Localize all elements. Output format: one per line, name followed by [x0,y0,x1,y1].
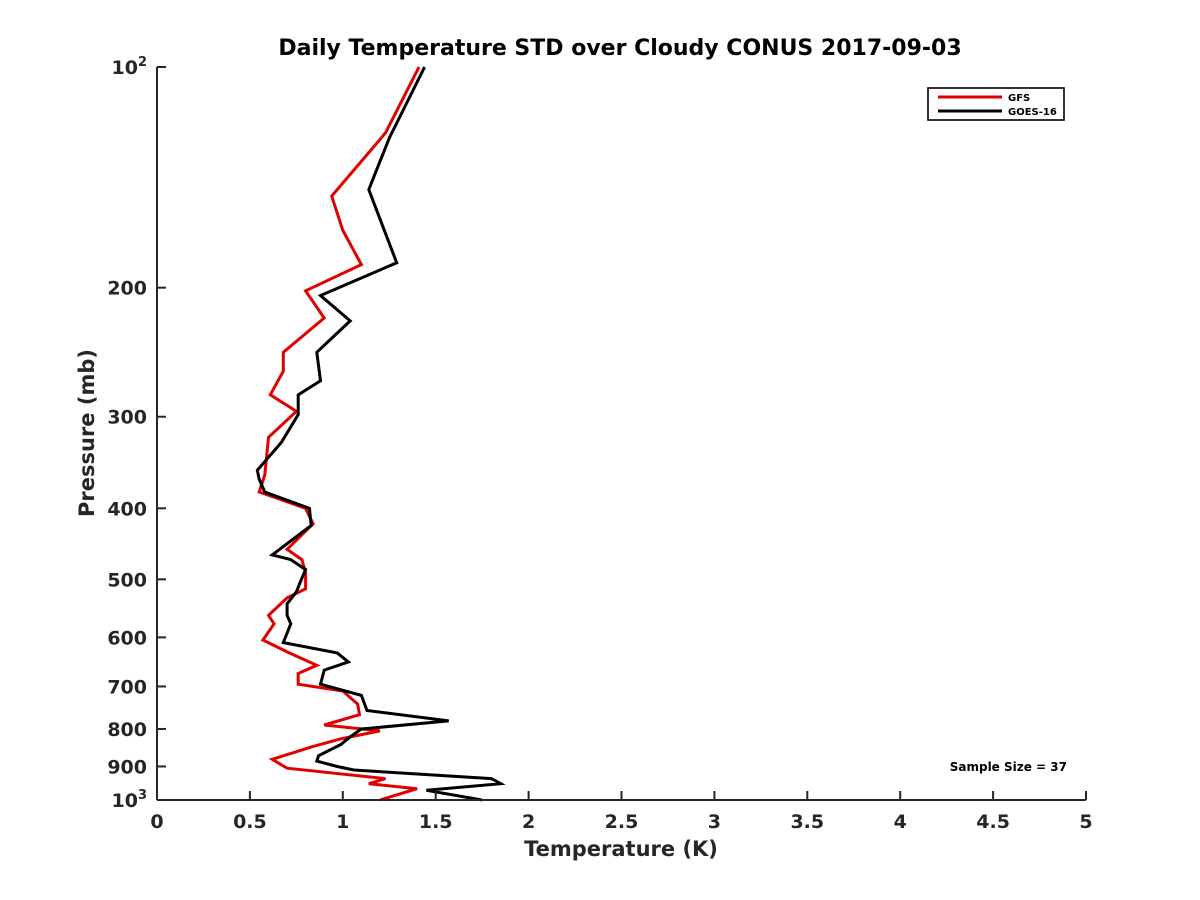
x-tick-label: 1.5 [419,811,453,833]
x-tick-label: 4 [894,811,907,833]
y-tick-label: 900 [107,756,147,778]
y-tick-label: 200 [107,278,147,300]
y-tick-label: 500 [107,569,147,591]
y-tick-label: 103 [112,788,148,812]
x-tick-label: 2.5 [605,811,639,833]
y-tick-exponent: 2 [138,55,147,70]
y-tick-label: 300 [107,407,147,429]
y-tick-label: 102 [112,55,148,79]
x-tick-label: 4.5 [976,811,1010,833]
y-tick-label: 400 [107,498,147,520]
series-line-gfs [257,66,421,802]
y-tick-label: 800 [107,719,147,741]
x-tick-label: 0.5 [233,811,267,833]
y-tick-label: 600 [107,627,147,649]
x-tick-label: 0 [150,811,163,833]
chart-title: Daily Temperature STD over Cloudy CONUS … [278,36,961,61]
x-tick-label: 1 [336,811,349,833]
sample-size-annotation: Sample Size = 37 [950,760,1067,774]
y-axis-title: Pressure (mb) [75,349,99,517]
x-tick-label: 2 [522,811,535,833]
series-line-goes-16 [255,66,506,802]
x-tick-label: 3.5 [790,811,824,833]
legend-label: GFS [1008,93,1030,104]
x-tick-label: 5 [1079,811,1092,833]
legend-label: GOES-16 [1008,107,1057,118]
y-tick-label: 700 [107,676,147,698]
x-tick-label: 3 [708,811,721,833]
x-axis-title: Temperature (K) [524,837,718,861]
y-tick-base: 10 [112,790,138,812]
y-tick-exponent: 3 [138,788,147,803]
legend-box [927,87,1065,121]
y-tick-base: 10 [112,57,138,79]
